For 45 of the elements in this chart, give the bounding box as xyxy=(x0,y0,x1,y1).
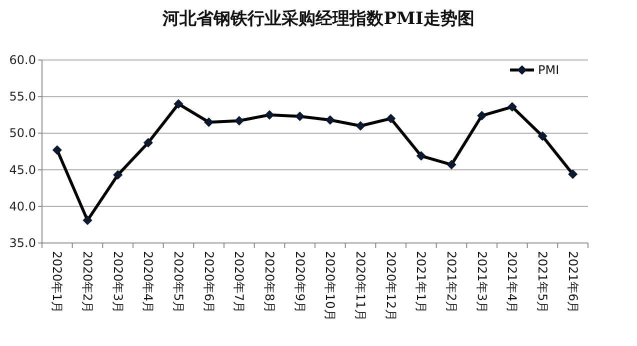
x-tick-label: 2021年5月 xyxy=(536,251,550,314)
x-tick-label: 2020年8月 xyxy=(262,251,276,314)
x-tick-label: 2021年6月 xyxy=(566,251,580,314)
point xyxy=(204,117,214,127)
point xyxy=(82,216,92,226)
point xyxy=(568,169,578,179)
x-tick-label: 2021年2月 xyxy=(444,251,458,314)
point xyxy=(507,102,517,112)
x-tick-label: 2020年12月 xyxy=(384,251,398,321)
x-tick-label: 2020年11月 xyxy=(354,251,368,321)
point xyxy=(52,145,62,155)
y-tick-label: 50.0 xyxy=(9,126,36,140)
y-tick-label: 55.0 xyxy=(9,90,36,104)
point xyxy=(325,115,335,125)
x-tick-label: 2020年9月 xyxy=(292,251,307,314)
x-tick-label: 2020年2月 xyxy=(80,251,94,314)
x-tick-label: 2021年3月 xyxy=(474,251,489,314)
point xyxy=(264,110,274,120)
legend-label: PMI xyxy=(538,63,560,77)
point xyxy=(386,114,396,124)
point xyxy=(477,110,487,120)
point xyxy=(446,160,456,170)
x-tick-label: 2020年5月 xyxy=(172,251,186,314)
y-tick-label: 40.0 xyxy=(9,199,36,214)
x-tick-label: 2020年7月 xyxy=(232,251,246,314)
y-tick-label: 35.0 xyxy=(9,236,36,250)
point xyxy=(416,151,426,161)
x-tick-label: 2020年1月 xyxy=(50,251,64,314)
x-tick-label: 2020年4月 xyxy=(141,251,156,314)
x-tick-label: 2021年4月 xyxy=(505,251,520,314)
point xyxy=(174,99,184,109)
point xyxy=(143,138,153,148)
y-tick-label: 45.0 xyxy=(9,162,36,177)
point xyxy=(295,112,305,122)
point xyxy=(113,170,123,180)
x-tick-label: 2020年3月 xyxy=(110,251,125,314)
x-tick-label: 2021年1月 xyxy=(414,251,428,314)
point xyxy=(234,116,244,126)
x-tick-label: 2020年10月 xyxy=(323,251,338,321)
point xyxy=(356,121,366,131)
point xyxy=(538,131,548,141)
legend: PMI xyxy=(510,63,560,77)
x-tick-label: 2020年6月 xyxy=(202,251,216,314)
chart-title: 河北省钢铁行业采购经理指数PMI走势图 xyxy=(162,9,474,29)
y-tick-label: 60.0 xyxy=(9,53,36,67)
